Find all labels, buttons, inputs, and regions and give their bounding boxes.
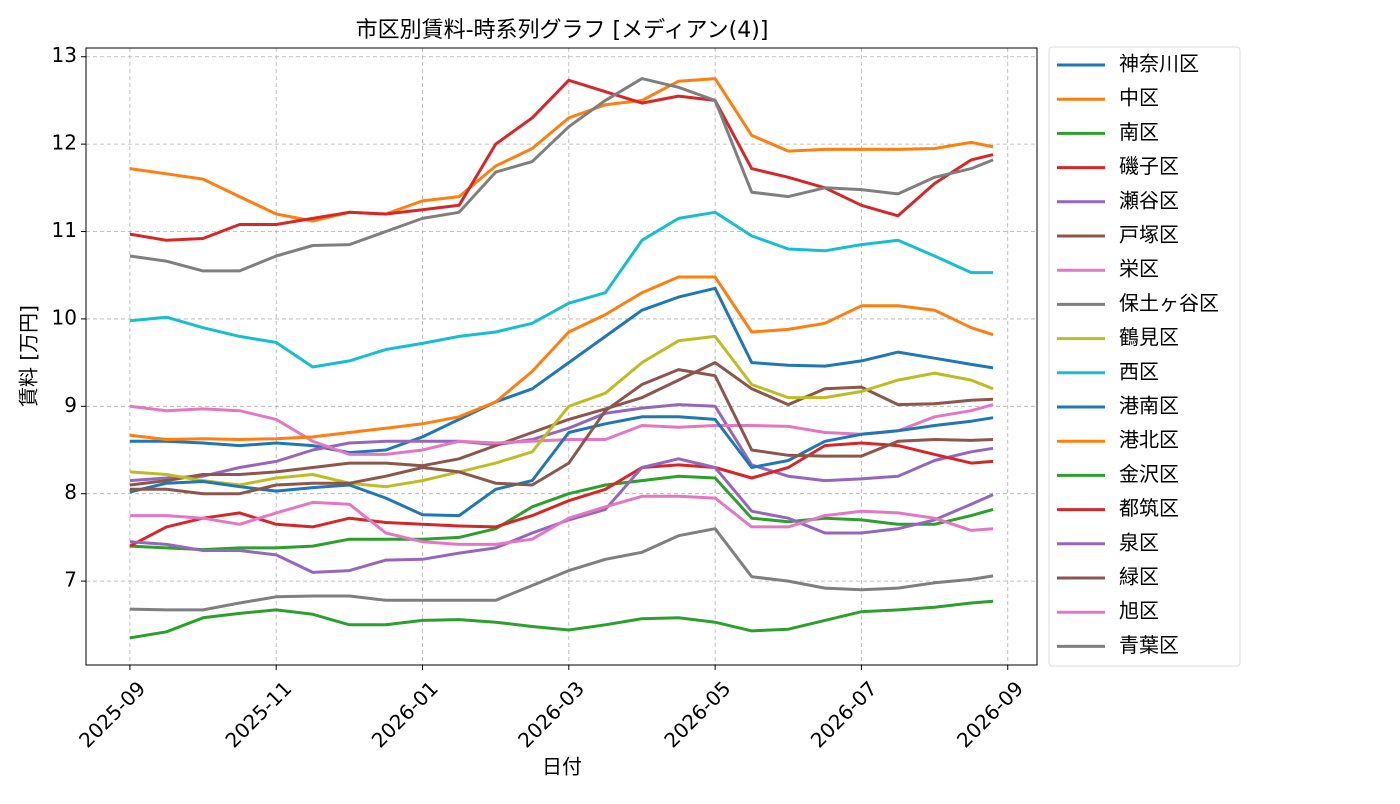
legend-label: 泉区 <box>1119 530 1159 554</box>
series-line <box>129 286 994 455</box>
legend-label: 戸塚区 <box>1119 223 1179 247</box>
series-line <box>129 494 994 546</box>
series-line <box>129 415 994 518</box>
y-tick-label: 11 <box>52 218 77 242</box>
y-tick-label: 10 <box>52 305 77 329</box>
y-axis-label: 賃料 [万円] <box>17 305 41 407</box>
legend-label: 旭区 <box>1119 599 1159 623</box>
series-line <box>129 368 994 496</box>
series-line <box>129 361 994 487</box>
legend-label: 南区 <box>1119 120 1159 144</box>
series-line <box>129 474 994 552</box>
y-tick-label: 9 <box>64 393 77 417</box>
series-line <box>129 210 994 369</box>
legend-label: 港南区 <box>1119 394 1179 418</box>
x-axis-label: 日付 <box>542 755 582 779</box>
y-tick-label: 7 <box>64 568 77 592</box>
legend-label: 緑区 <box>1119 565 1159 589</box>
series-line <box>129 78 994 242</box>
legend-label: 金沢区 <box>1119 462 1179 486</box>
y-tick-label: 12 <box>52 131 77 155</box>
chart-title: 市区別賃料-時系列グラフ [メディアン(4)] <box>356 18 769 43</box>
series-line <box>129 275 994 441</box>
legend-label: 神奈川区 <box>1119 52 1199 76</box>
series-line <box>129 334 994 489</box>
legend-label: 中区 <box>1119 86 1159 110</box>
legend-label: 西区 <box>1119 359 1159 383</box>
series-line <box>129 77 994 273</box>
legend-label: 鶴見区 <box>1119 325 1179 349</box>
legend-label: 瀬谷区 <box>1119 188 1179 212</box>
series-line <box>129 599 994 640</box>
legend-label: 港北区 <box>1119 428 1179 452</box>
legend-label: 磯子区 <box>1119 154 1179 178</box>
legend-label: 都筑区 <box>1119 496 1179 520</box>
legend-label: 保土ヶ谷区 <box>1119 291 1219 315</box>
series-line <box>129 403 994 483</box>
legend-label: 青葉区 <box>1119 633 1179 657</box>
series-line <box>129 527 994 612</box>
legend-label: 栄区 <box>1119 257 1159 281</box>
y-tick-label: 13 <box>52 43 77 67</box>
y-tick-label: 8 <box>64 480 77 504</box>
plot-frame <box>85 47 1038 666</box>
series-line <box>129 441 994 548</box>
series-line <box>129 77 994 223</box>
